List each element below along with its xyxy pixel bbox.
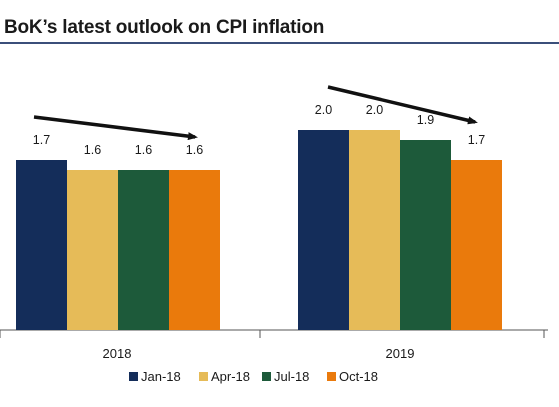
title-rule bbox=[0, 42, 559, 44]
value-label-2018-jul-18: 1.6 bbox=[135, 143, 152, 157]
legend-swatch-oct-18 bbox=[327, 372, 336, 381]
legend-label-apr-18: Apr-18 bbox=[211, 369, 250, 384]
value-labels: 1.7 1.6 1.6 1.6 2.0 2.0 1.9 1.7 bbox=[33, 103, 485, 157]
value-label-2019-jul-18: 1.9 bbox=[417, 113, 434, 127]
legend-label-jan-18: Jan-18 bbox=[141, 369, 181, 384]
bar-2018-jan-18 bbox=[16, 160, 67, 330]
bar-2018-oct-18 bbox=[169, 170, 220, 330]
legend-label-oct-18: Oct-18 bbox=[339, 369, 378, 384]
chart-title: BoK’s latest outlook on CPI inflation bbox=[4, 17, 325, 38]
bar-2018-apr-18 bbox=[67, 170, 118, 330]
bar-2019-apr-18 bbox=[349, 130, 400, 330]
trend-arrow-2018 bbox=[33, 115, 198, 141]
value-label-2018-oct-18: 1.6 bbox=[186, 143, 203, 157]
trend-arrows bbox=[33, 85, 478, 141]
value-label-2018-apr-18: 1.6 bbox=[84, 143, 101, 157]
value-label-2018-jan-18: 1.7 bbox=[33, 133, 50, 147]
legend-label-jul-18: Jul-18 bbox=[274, 369, 309, 384]
value-label-2019-oct-18: 1.7 bbox=[468, 133, 485, 147]
bars bbox=[16, 130, 502, 330]
legend-swatch-jan-18 bbox=[129, 372, 138, 381]
bar-2018-jul-18 bbox=[118, 170, 169, 330]
value-label-2019-jan-18: 2.0 bbox=[315, 103, 332, 117]
trend-arrow-2019 bbox=[327, 85, 478, 125]
legend-swatch-jul-18 bbox=[262, 372, 271, 381]
category-label-2018: 2018 bbox=[103, 346, 132, 361]
bar-2019-jul-18 bbox=[400, 140, 451, 330]
category-label-2019: 2019 bbox=[386, 346, 415, 361]
bar-2019-jan-18 bbox=[298, 130, 349, 330]
bar-2019-oct-18 bbox=[451, 160, 502, 330]
category-labels: 2018 2019 bbox=[103, 346, 415, 361]
axes bbox=[0, 329, 548, 338]
legend-swatch-apr-18 bbox=[199, 372, 208, 381]
legend: Jan-18 Apr-18 Jul-18 Oct-18 bbox=[129, 369, 378, 384]
value-label-2019-apr-18: 2.0 bbox=[366, 103, 383, 117]
